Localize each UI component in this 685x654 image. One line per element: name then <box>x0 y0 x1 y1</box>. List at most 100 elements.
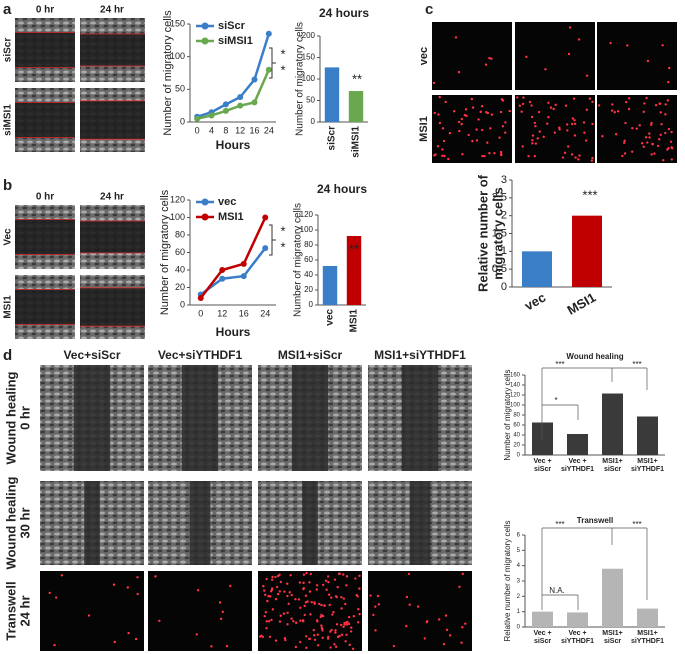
cell-dot <box>298 581 302 584</box>
cell-dot <box>48 591 51 595</box>
cell-dot <box>527 155 530 158</box>
legend-label: MSI1 <box>218 211 244 223</box>
cell-dot <box>271 575 274 579</box>
bar <box>532 422 553 455</box>
fluorescence-image <box>432 95 512 163</box>
cell-dot <box>461 572 464 576</box>
cell-dot <box>536 137 539 140</box>
cell-dot <box>471 106 475 109</box>
cell-dot <box>351 647 355 651</box>
cell-dot <box>521 145 524 148</box>
bar <box>567 434 588 455</box>
cell-dot <box>294 597 297 601</box>
cell-dot <box>545 122 549 125</box>
y-tick-label: 5 <box>517 548 521 554</box>
row-label: siScr <box>3 38 14 63</box>
wound-gap <box>15 102 75 138</box>
y-tick-label: 3 <box>517 579 521 585</box>
bar <box>572 215 602 287</box>
cell-dot <box>484 63 488 66</box>
cell-dot <box>624 100 628 104</box>
point <box>237 102 244 109</box>
cell-dot <box>292 619 295 623</box>
cell-dot <box>54 596 58 599</box>
y-tick-label: 20 <box>304 285 313 294</box>
cell-dot <box>347 615 351 619</box>
cell-dot <box>631 126 634 130</box>
cell-dot <box>263 589 266 592</box>
cell-dot <box>319 615 322 619</box>
cell-dot <box>286 611 289 614</box>
series-line <box>199 216 267 299</box>
cell-dot <box>358 587 361 590</box>
cell-dot <box>294 621 298 624</box>
cell-dot <box>333 643 336 646</box>
y-tick-label: 160 <box>510 373 521 379</box>
fluorescence-image <box>148 571 252 651</box>
cell-dot <box>664 103 667 106</box>
series-line <box>196 69 270 120</box>
cell-dot <box>320 624 323 627</box>
annotation: * <box>280 46 285 61</box>
cell-dot <box>434 153 437 156</box>
cell-dot <box>303 613 306 617</box>
cell-dot <box>331 613 334 616</box>
y-tick-label: 0 <box>311 117 316 126</box>
x-tick-label: MSI1+ siScr <box>602 458 623 473</box>
cell-dot <box>274 597 278 601</box>
cell-dot <box>661 44 664 47</box>
cell-dot <box>480 105 484 108</box>
legend-label: siMSI1 <box>218 35 253 47</box>
cell-dot <box>329 646 332 649</box>
cell-dot <box>642 145 645 148</box>
cell-dot <box>286 582 289 585</box>
cell-dot <box>567 145 570 148</box>
annotation: *** <box>555 520 564 529</box>
cell-dot <box>648 132 651 135</box>
cell-dot <box>601 135 604 138</box>
cell-dot <box>308 581 311 584</box>
bar <box>637 416 658 455</box>
annotation: * <box>280 223 285 238</box>
cell-dot <box>330 628 333 632</box>
y-tick-label: 60 <box>513 423 520 429</box>
bar <box>602 393 623 455</box>
cell-dot <box>352 614 356 618</box>
wound-gap <box>401 365 439 471</box>
cell-dot <box>299 619 302 622</box>
cell-dot <box>275 585 279 589</box>
cell-dot <box>522 96 525 99</box>
y-tick-label: 3 <box>501 174 507 186</box>
cell-dot <box>416 605 420 608</box>
cell-dot <box>274 575 277 579</box>
cell-dot <box>499 110 503 114</box>
cell-dot <box>313 638 317 642</box>
row-label: Transwell <box>3 581 18 640</box>
cell-dot <box>343 623 346 626</box>
cell-dot <box>315 588 318 591</box>
x-tick-label: MSI1+ siScr <box>602 630 623 645</box>
cell-dot <box>262 584 265 588</box>
y-tick-label: 120 <box>510 393 521 399</box>
cell-dot <box>500 98 504 101</box>
cell-dot <box>267 620 271 623</box>
y-tick-label: 100 <box>170 51 185 61</box>
cell-dot <box>283 636 287 640</box>
cell-dot <box>499 150 503 154</box>
point <box>240 260 247 267</box>
cell-dot <box>467 133 470 137</box>
cell-dot <box>627 107 631 111</box>
annotation: ** <box>349 241 359 256</box>
cell-dot <box>573 118 576 122</box>
cell-dot <box>611 103 614 106</box>
x-tick-label: Vec + siYTHDF1 <box>561 458 594 473</box>
cell-dot <box>342 597 345 600</box>
chart-title: 24 hours <box>317 182 367 196</box>
cell-dot <box>590 159 594 162</box>
cell-dot <box>642 110 645 114</box>
cell-dot <box>334 645 338 648</box>
y-tick-label: 60 <box>175 247 185 257</box>
cell-dot <box>345 621 348 624</box>
cell-dot <box>348 643 351 647</box>
